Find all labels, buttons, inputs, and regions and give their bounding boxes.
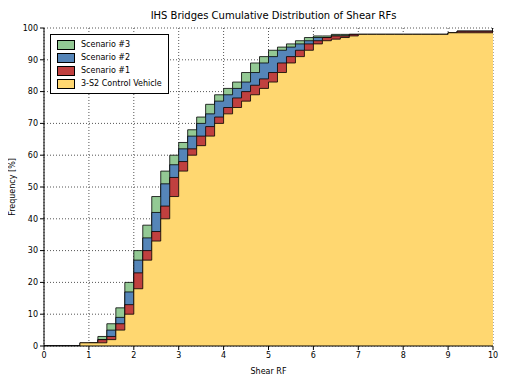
svg-text:10: 10 xyxy=(28,310,38,319)
svg-text:4: 4 xyxy=(221,351,226,360)
svg-text:9: 9 xyxy=(446,351,451,360)
svg-text:8: 8 xyxy=(401,351,406,360)
svg-text:3: 3 xyxy=(176,351,181,360)
svg-text:90: 90 xyxy=(28,56,38,65)
svg-text:0: 0 xyxy=(33,342,38,351)
svg-text:6: 6 xyxy=(311,351,316,360)
html-text:Scenario #1: Scenario #1 xyxy=(81,66,131,75)
html-text:3-S2 Control Vehicle: 3-S2 Control Vehicle xyxy=(81,79,162,88)
html-text:Scenario #3: Scenario #3 xyxy=(81,40,131,49)
svg-text:1: 1 xyxy=(86,351,91,360)
svg-text:0: 0 xyxy=(41,351,46,360)
svg-text:Frequency [%]: Frequency [%] xyxy=(8,158,17,216)
svg-text:20: 20 xyxy=(28,278,38,287)
svg-text:50: 50 xyxy=(28,183,38,192)
svg-text:10: 10 xyxy=(488,351,498,360)
svg-text:2: 2 xyxy=(131,351,136,360)
html-text:Scenario #2: Scenario #2 xyxy=(81,53,131,62)
svg-text:5: 5 xyxy=(266,351,271,360)
svg-text:Shear RF: Shear RF xyxy=(251,367,287,376)
svg-text:7: 7 xyxy=(356,351,361,360)
svg-text:30: 30 xyxy=(28,246,38,255)
svg-text:40: 40 xyxy=(28,215,38,224)
svg-text:70: 70 xyxy=(28,119,38,128)
svg-text:60: 60 xyxy=(28,151,38,160)
html-text:IHS Bridges Cumulative Distrib: IHS Bridges Cumulative Distribution of S… xyxy=(150,10,397,21)
svg-text:100: 100 xyxy=(23,24,38,33)
svg-text:80: 80 xyxy=(28,87,38,96)
